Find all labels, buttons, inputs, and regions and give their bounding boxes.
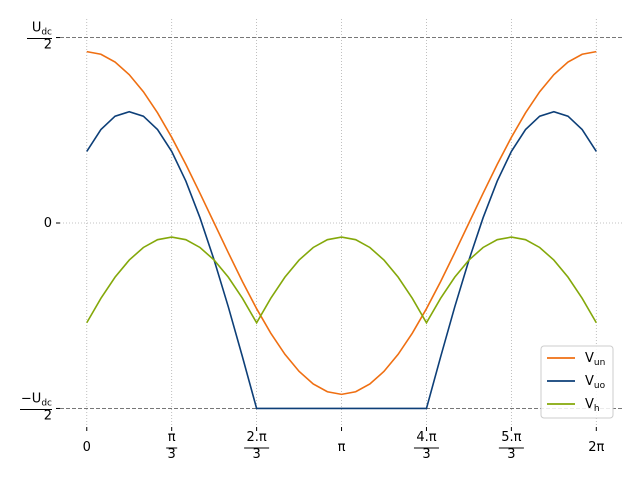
series-line: [86, 110, 597, 410]
tick-label-group: −Udc 2: [20, 391, 52, 423]
tick-label: 0: [83, 440, 91, 455]
tick-label-group: 5.π 3: [498, 430, 524, 462]
tick-label: 0: [44, 216, 52, 231]
tick-label-group: 2π: [588, 440, 604, 455]
legend-label: Vun: [585, 351, 605, 368]
tick-label-group: 0: [83, 440, 91, 455]
tick-label: 4.π 3: [416, 430, 436, 462]
tick-label-group: π: [338, 440, 346, 455]
series-line: [86, 236, 598, 325]
series-line: [86, 50, 597, 396]
legend-box: [540, 345, 614, 419]
legend-label: Vh: [585, 397, 600, 414]
tick-label-group: Udc 2: [27, 21, 52, 53]
tick-label-group: 0: [44, 216, 52, 231]
tick-label: π: [338, 440, 346, 455]
tick-label: 2.π 3: [246, 430, 266, 462]
legend-label: Vuo: [585, 374, 606, 391]
tick-label-group: 2.π 3: [244, 430, 270, 462]
tick-label-group: 4.π 3: [413, 430, 439, 462]
tick-label: −Udc 2: [21, 391, 52, 423]
tick-label: 5.π 3: [501, 430, 521, 462]
tick-label: Udc 2: [32, 21, 52, 53]
tick-label: 2π: [588, 440, 604, 455]
